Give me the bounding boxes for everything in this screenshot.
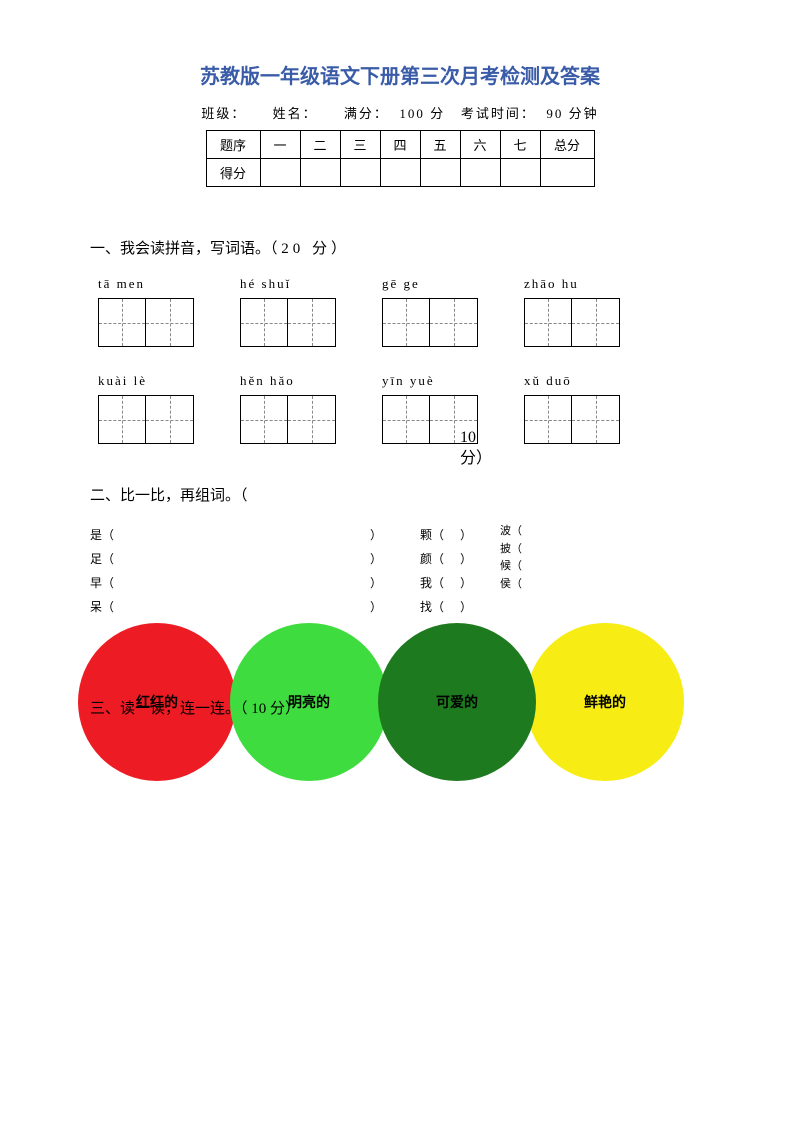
- close: ）: [370, 523, 420, 547]
- cell: 题序: [206, 131, 260, 159]
- tianzi-box: [382, 298, 478, 347]
- pinyin: gē ge: [382, 276, 478, 292]
- cell: 二: [300, 131, 340, 159]
- ten-top: 10: [460, 428, 492, 449]
- section1-heading: 一、我会读拼音，写词语。（ 20 分）: [90, 237, 710, 258]
- word: 披（: [500, 541, 550, 559]
- close: ）: [370, 571, 420, 595]
- word: 颜（: [420, 552, 444, 566]
- word-col-b: 颗（ ） 颜（ ） 我（ ） 找（ ）: [420, 523, 500, 619]
- word: 早（: [90, 576, 114, 590]
- word-col-c: 波（ 披（ 候（ 侯（: [500, 523, 550, 619]
- cell: [500, 159, 540, 187]
- pinyin-row: tā men hé shuǐ gē ge zhāo hu: [90, 276, 710, 292]
- section3-heading: 三、读一读，连一连。（ 10 分）: [90, 697, 300, 718]
- pinyin: xǔ duō: [524, 373, 620, 389]
- close: ）: [460, 600, 472, 614]
- circles-row: 三、读一读，连一连。（ 10 分） 红红的明亮的可爱的鲜艳的: [90, 623, 710, 793]
- cell: 七: [500, 131, 540, 159]
- pinyin-row: kuài lè hěn hǎo yīn yuè xǔ duō: [90, 373, 710, 389]
- tianzi-box: [98, 395, 194, 444]
- close: ）: [460, 552, 472, 566]
- ten-bottom: 分）: [460, 449, 492, 470]
- cell: [420, 159, 460, 187]
- pinyin: kuài lè: [98, 373, 194, 389]
- circle-item: 可爱的: [378, 623, 536, 781]
- info-line: 班级： 姓名： 满分： 100 分 考试时间： 90 分钟: [90, 103, 710, 122]
- close: ）: [460, 576, 472, 590]
- word: 颗（: [420, 528, 444, 542]
- circle-item: 鲜艳的: [526, 623, 684, 781]
- time-label: 考试时间：: [461, 106, 536, 121]
- word-col-a: 是（ 足（ 早（ 呆（: [90, 523, 370, 619]
- pinyin: zhāo hu: [524, 276, 620, 292]
- cell: 四: [380, 131, 420, 159]
- table-row: 题序 一 二 三 四 五 六 七 总分: [206, 131, 594, 159]
- cell: 总分: [540, 131, 594, 159]
- sec3-pts: 10 分）: [251, 701, 300, 717]
- cell: [460, 159, 500, 187]
- tianzi-box: [240, 298, 336, 347]
- cell: 五: [420, 131, 460, 159]
- word: 我（: [420, 576, 444, 590]
- cell: [340, 159, 380, 187]
- sec2-text: 二、比一比，再组词。（: [90, 488, 248, 504]
- cell: [540, 159, 594, 187]
- close: ）: [370, 547, 420, 571]
- class-label: 班级：: [201, 106, 246, 121]
- paren-col: ） ） ） ）: [370, 523, 420, 619]
- word: 呆（: [90, 600, 114, 614]
- pinyin: tā men: [98, 276, 194, 292]
- tianzi-row: [90, 298, 710, 347]
- word: 波（: [500, 523, 550, 541]
- cell: [260, 159, 300, 187]
- sec3-pre: 三、: [90, 701, 120, 717]
- tianzi-row: [90, 395, 710, 444]
- tianzi-box: [240, 395, 336, 444]
- word: 足（: [90, 552, 114, 566]
- word-columns: 是（ 足（ 早（ 呆（ ） ） ） ） 颗（） 颜（） 我（） 找（） 波（ 披…: [90, 523, 710, 619]
- sec1-points: 20 分）: [281, 241, 350, 257]
- page-title: 苏教版一年级语文下册第三次月考检测及答案: [90, 60, 710, 89]
- full-value: 100 分: [399, 106, 445, 121]
- table-row: 得分: [206, 159, 594, 187]
- tianzi-box: [524, 395, 620, 444]
- word: 侯（: [500, 576, 550, 594]
- pinyin: hé shuǐ: [240, 276, 336, 292]
- pinyin: hěn hǎo: [240, 373, 336, 389]
- section2-heading: 二、比一比，再组词。（: [90, 484, 710, 505]
- word: 找（: [420, 600, 444, 614]
- word: 是（: [90, 528, 114, 542]
- score-table: 题序 一 二 三 四 五 六 七 总分 得分: [206, 130, 595, 187]
- cell: 一: [260, 131, 300, 159]
- cell: 六: [460, 131, 500, 159]
- word: 候（: [500, 558, 550, 576]
- full-label: 满分：: [344, 106, 389, 121]
- cell: 得分: [206, 159, 260, 187]
- close: ）: [460, 528, 472, 542]
- tianzi-box: [524, 298, 620, 347]
- cell: 三: [340, 131, 380, 159]
- sec2-points: 10 分）: [460, 428, 492, 470]
- time-value: 90 分钟: [546, 106, 598, 121]
- pinyin: yīn yuè: [382, 373, 478, 389]
- tianzi-box: [98, 298, 194, 347]
- name-label: 姓名：: [273, 106, 318, 121]
- cell: [380, 159, 420, 187]
- sec3-mid: 读一读，连一连。（: [120, 701, 248, 717]
- cell: [300, 159, 340, 187]
- close: ）: [370, 595, 420, 619]
- sec1-text: 一、我会读拼音，写词语。（: [90, 241, 278, 257]
